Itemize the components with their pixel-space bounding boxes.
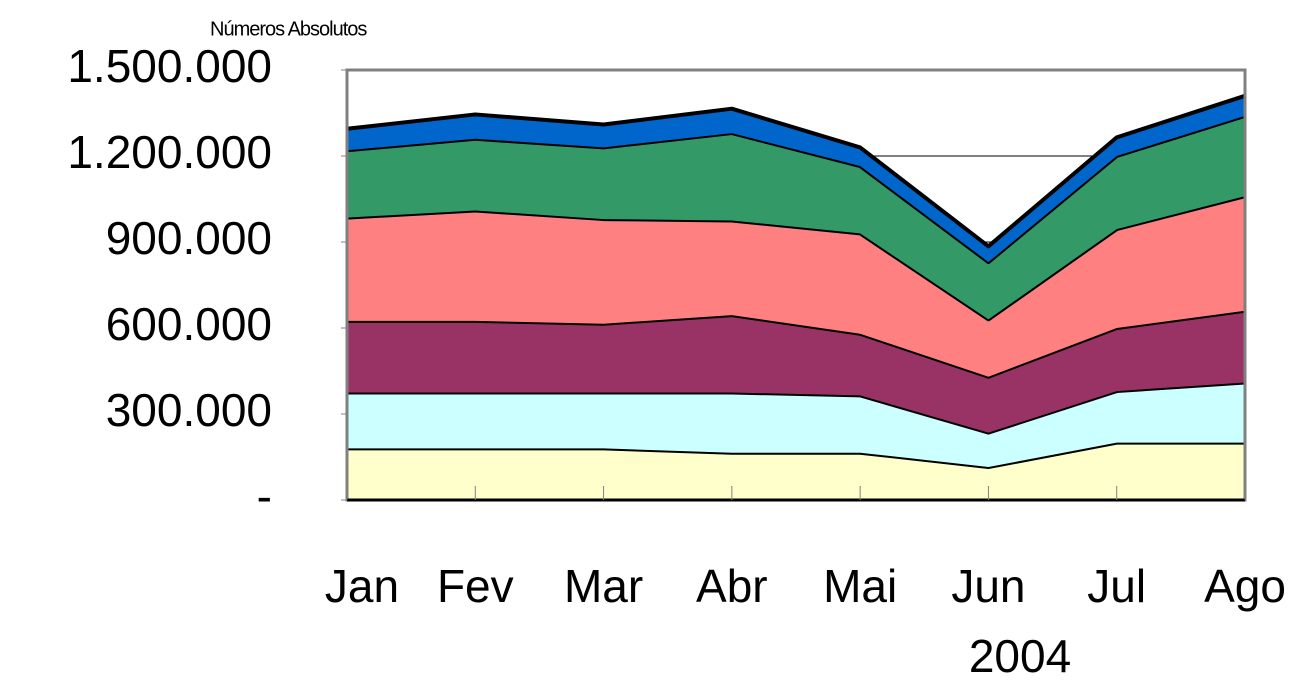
y-tick-label: 1.500.000 xyxy=(67,40,272,92)
area xyxy=(347,382,1245,468)
x-tick-label: Mar xyxy=(564,560,643,612)
y-tick-label: 600.000 xyxy=(106,298,272,350)
area xyxy=(347,442,1245,500)
chart-title: Números Absolutos xyxy=(210,18,367,40)
area xyxy=(347,310,1245,433)
y-tick-label: 300.000 xyxy=(106,384,272,436)
x-axis-label: 2004 xyxy=(969,630,1071,680)
area xyxy=(347,196,1245,377)
x-tick-label: Ago xyxy=(1204,560,1286,612)
y-tick-label: 1.200.000 xyxy=(67,126,272,178)
area xyxy=(347,115,1245,320)
x-tick-label: Jan xyxy=(325,560,399,612)
area-line xyxy=(346,93,1246,249)
x-tick-label: Jul xyxy=(1087,560,1146,612)
y-tick-label: - xyxy=(257,470,272,522)
x-tick-label: Fev xyxy=(437,560,514,612)
x-tick-label: Mai xyxy=(823,560,897,612)
x-tick-label: Jun xyxy=(951,560,1025,612)
y-tick-label: 900.000 xyxy=(106,212,272,264)
x-tick-label: Abr xyxy=(696,560,768,612)
